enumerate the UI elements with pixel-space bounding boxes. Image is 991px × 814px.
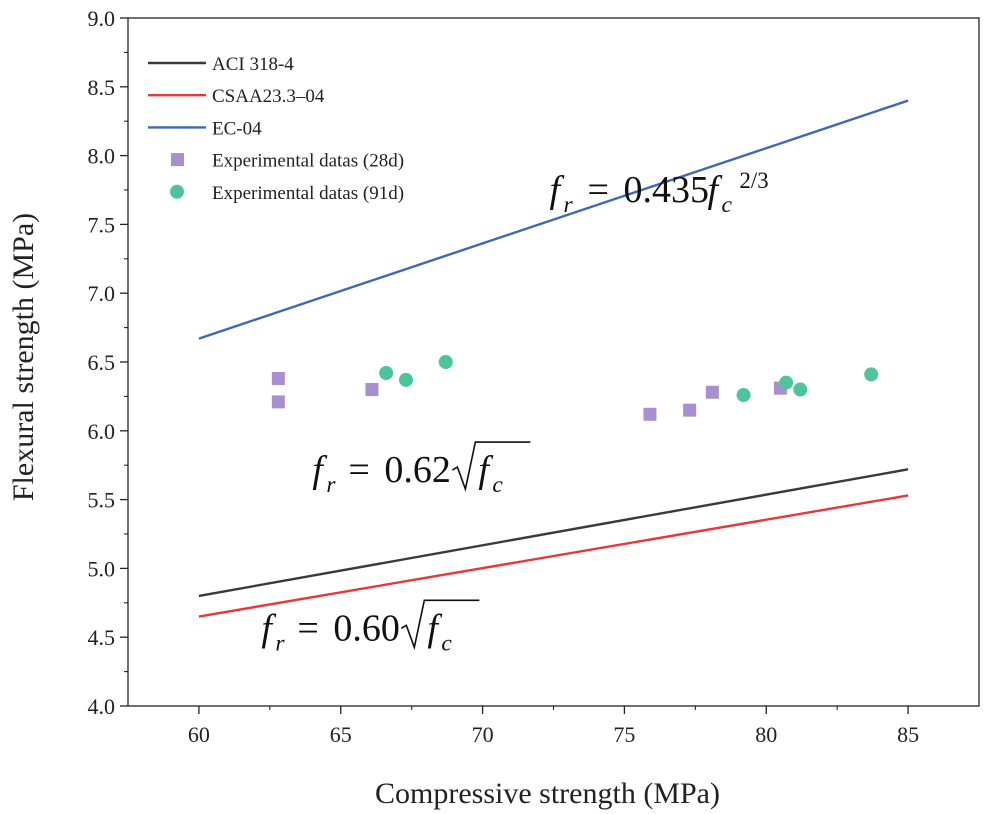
legend-label: Experimental datas (28d)	[212, 151, 404, 172]
x-tick-label: 75	[613, 722, 635, 747]
eq-coefficient: 0.435	[624, 169, 710, 211]
series-points	[271, 355, 879, 421]
eq-sub-c: c	[492, 472, 503, 498]
y-tick-label: 4.0	[88, 694, 116, 719]
y-tick-label: 8.0	[88, 144, 116, 169]
data-point-28d	[705, 385, 719, 399]
data-point-91d	[438, 355, 453, 369]
eq-equals: =	[297, 607, 318, 649]
x-tick-label: 80	[755, 722, 777, 747]
x-tick-label: 60	[188, 722, 210, 747]
data-point-28d	[683, 403, 697, 417]
x-tick-label: 85	[897, 722, 919, 747]
data-point-28d	[271, 395, 285, 409]
eq-exponent: 2/3	[740, 168, 769, 193]
series-line-1	[198, 494, 909, 618]
legend-label: Experimental datas (91d)	[212, 183, 404, 204]
series-lines	[198, 99, 909, 618]
y-tick-label: 9.0	[88, 6, 116, 31]
eq-equals: =	[348, 449, 369, 491]
y-tick-label: 4.5	[88, 625, 116, 650]
y-tick-label: 7.5	[88, 212, 116, 237]
eq-sub-c: c	[441, 630, 452, 656]
legend-swatch-circle	[170, 184, 184, 199]
data-point-91d	[379, 366, 394, 381]
y-axis: 4.0 4.5 5.0 5.5 6.0 6.5 7.0 7.5 8.0 8.5 9.0	[88, 6, 128, 719]
legend-label: EC-04	[212, 118, 262, 139]
eq-sub-r: r	[326, 472, 336, 498]
data-point-28d	[643, 407, 657, 421]
eq-sub-r: r	[564, 192, 574, 218]
y-tick-label: 6.0	[88, 419, 116, 444]
eq-coefficient: 0.60	[333, 607, 400, 649]
data-point-91d	[864, 367, 879, 382]
sqrt-sign	[451, 441, 531, 492]
eq-sub-r: r	[275, 630, 285, 656]
y-tick-label: 5.5	[88, 488, 116, 513]
x-tick-label: 65	[330, 722, 352, 747]
data-point-91d	[736, 388, 751, 403]
data-point-91d	[779, 375, 794, 390]
data-point-28d	[365, 383, 379, 397]
y-tick-label: 6.5	[88, 350, 116, 375]
legend-label: ACI 318-4	[212, 54, 294, 75]
series-line-2	[198, 99, 909, 340]
legend: ACI 318-4 CSAA23.3–04 EC-04 Experimental da…	[148, 54, 404, 204]
data-point-91d	[398, 372, 413, 387]
series-line-0	[198, 468, 909, 598]
x-axis: 60 65 70 75 80 85	[188, 706, 919, 747]
legend-label: CSAA23.3–04	[212, 86, 325, 107]
sqrt-sign	[400, 599, 480, 651]
x-axis-title: Compressive strength (MPa)	[375, 777, 720, 810]
y-axis-title: Flexural strength (MPa)	[7, 213, 40, 501]
y-tick-label: 7.0	[88, 281, 116, 306]
x-tick-label: 70	[472, 722, 494, 747]
data-point-91d	[793, 382, 808, 397]
eq-equals: =	[588, 169, 609, 211]
data-point-28d	[271, 372, 285, 386]
eq-coefficient: 0.62	[384, 449, 451, 491]
eq-sub-c: c	[722, 192, 733, 218]
legend-swatch-square	[171, 153, 184, 167]
y-tick-label: 5.0	[88, 556, 116, 581]
y-tick-label: 8.5	[88, 75, 116, 100]
